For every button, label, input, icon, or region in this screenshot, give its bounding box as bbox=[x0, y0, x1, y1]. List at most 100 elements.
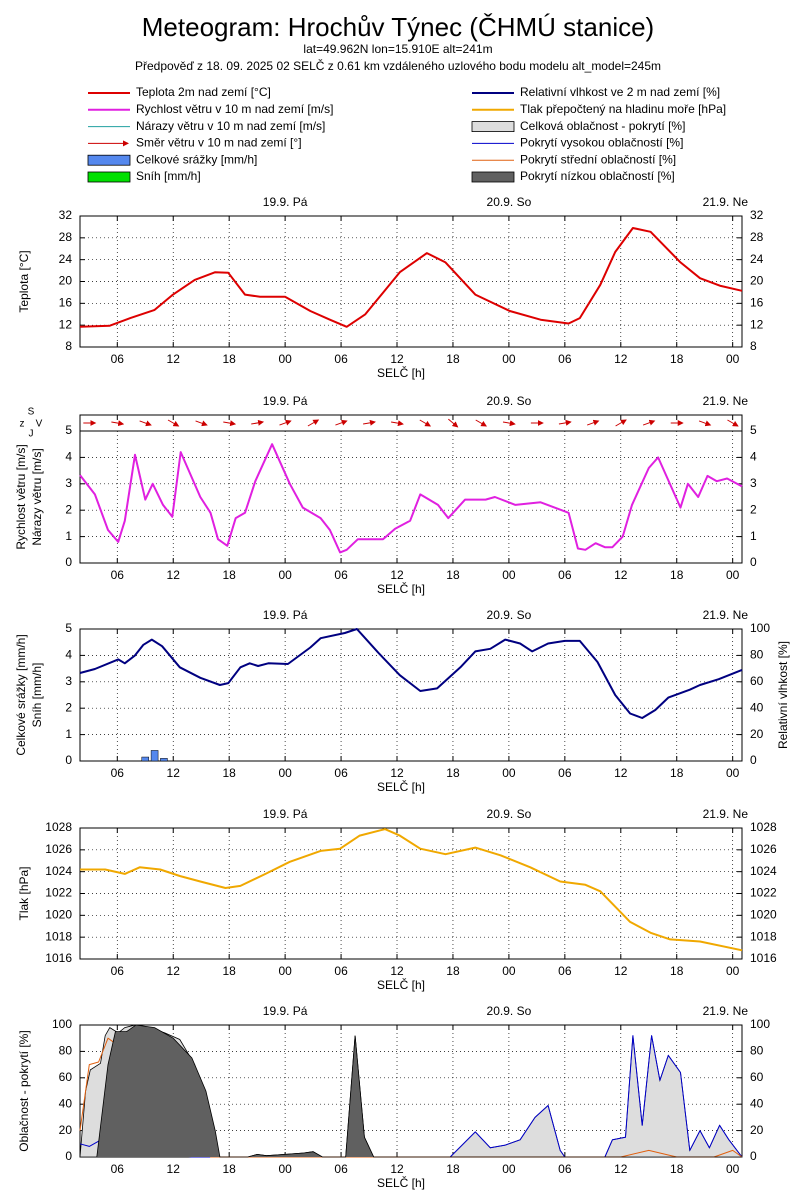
day-label: 20.9. So bbox=[487, 195, 532, 209]
y-tick-label: 3 bbox=[65, 476, 72, 490]
y2-tick-label: 60 bbox=[750, 674, 764, 688]
wind-arrow bbox=[223, 420, 237, 427]
wind-arrow bbox=[111, 420, 125, 427]
y-tick-label: 16 bbox=[59, 296, 73, 310]
y-tick-label: 1022 bbox=[45, 886, 72, 900]
legend-label: Nárazy větru v 10 m nad zemí [m/s] bbox=[136, 119, 325, 133]
x-tick-label: 12 bbox=[167, 766, 181, 780]
wind-arrow bbox=[448, 418, 459, 428]
x-tick-label: 18 bbox=[446, 352, 460, 366]
x-tick-label: 00 bbox=[502, 766, 516, 780]
y-tick-label: 100 bbox=[52, 1017, 72, 1031]
y-axis-label: Sníh [mm/h] bbox=[30, 663, 44, 728]
y-tick-label: 5 bbox=[65, 423, 72, 437]
y-axis-label: Nárazy větru [m/s] bbox=[30, 448, 44, 545]
wind-arrow bbox=[502, 420, 516, 427]
y-tick-label-right: 32 bbox=[750, 208, 764, 222]
x-tick-label: 00 bbox=[726, 568, 740, 582]
area-fill bbox=[80, 1025, 742, 1157]
x-tick-label: 12 bbox=[390, 352, 404, 366]
wind-arrow bbox=[558, 419, 572, 426]
x-tick-label: 18 bbox=[670, 1162, 684, 1176]
y-tick-label-right: 24 bbox=[750, 252, 764, 266]
y-axis-label: Celkové srážky [mm/h] bbox=[14, 634, 28, 755]
y-tick-label: 60 bbox=[59, 1070, 73, 1084]
x-tick-label: 00 bbox=[726, 352, 740, 366]
x-tick-label: 06 bbox=[111, 352, 125, 366]
wind-arrow bbox=[587, 419, 600, 426]
x-tick-label: 12 bbox=[167, 1162, 181, 1176]
x-tick-label: 00 bbox=[278, 352, 292, 366]
legend-label: Směr větru v 10 m nad zemí [°] bbox=[136, 136, 302, 150]
legend-label: Rychlost větru v 10 m nad zemí [m/s] bbox=[136, 102, 333, 116]
y-tick-label-right: 1022 bbox=[750, 886, 777, 900]
x-tick-label: 12 bbox=[167, 352, 181, 366]
y-tick-label-right: 16 bbox=[750, 296, 764, 310]
y-tick-label: 28 bbox=[59, 230, 73, 244]
y2-tick-label: 20 bbox=[750, 727, 764, 741]
wind-arrow bbox=[251, 419, 265, 426]
day-label: 21.9. Ne bbox=[703, 195, 749, 209]
y2-tick-label: 40 bbox=[750, 700, 764, 714]
wind-arrow bbox=[419, 419, 432, 427]
x-tick-label: 00 bbox=[726, 1162, 740, 1176]
wind-arrow bbox=[139, 420, 152, 427]
legend-label: Celková oblačnost - pokrytí [%] bbox=[520, 119, 685, 133]
y-tick-label-right: 1028 bbox=[750, 820, 777, 834]
legend-label: Relativní vlhkost ve 2 m nad zemí [%] bbox=[520, 85, 720, 99]
day-label: 20.9. So bbox=[487, 807, 532, 821]
y-tick-label-right: 40 bbox=[750, 1096, 764, 1110]
y-tick-label: 4 bbox=[65, 648, 72, 662]
x-axis-label: SELČ [h] bbox=[377, 977, 425, 992]
x-tick-label: 00 bbox=[502, 1162, 516, 1176]
legend-label: Celkové srážky [mm/h] bbox=[136, 152, 257, 166]
x-tick-label: 18 bbox=[223, 766, 237, 780]
wind-arrow bbox=[698, 420, 712, 427]
x-tick-label: 12 bbox=[390, 568, 404, 582]
x-tick-label: 12 bbox=[167, 964, 181, 978]
y-tick-label-right: 1024 bbox=[750, 864, 777, 878]
x-tick-label: 00 bbox=[278, 766, 292, 780]
day-label: 20.9. So bbox=[487, 1004, 532, 1018]
y-tick-label: 8 bbox=[65, 339, 72, 353]
legend-label: Teplota 2m nad zemí [°C] bbox=[136, 85, 271, 99]
y-tick-label: 2 bbox=[65, 700, 72, 714]
legend-label: Sníh [mm/h] bbox=[136, 169, 201, 183]
y-tick-label: 24 bbox=[59, 252, 73, 266]
y-tick-label: 1 bbox=[65, 727, 72, 741]
x-tick-label: 18 bbox=[446, 964, 460, 978]
x-tick-label: 18 bbox=[670, 352, 684, 366]
x-tick-label: 00 bbox=[278, 568, 292, 582]
y-tick-label-right: 8 bbox=[750, 339, 757, 353]
y-tick-label-right: 20 bbox=[750, 274, 764, 288]
x-tick-label: 12 bbox=[390, 1162, 404, 1176]
compass-label: S bbox=[28, 407, 35, 418]
y-tick-label: 32 bbox=[59, 208, 73, 222]
x-tick-label: 06 bbox=[334, 766, 348, 780]
precip-bar bbox=[160, 758, 168, 762]
wind-arrow bbox=[279, 419, 292, 426]
forecast-info: Předpověď z 18. 09. 2025 02 SELČ z 0.61 … bbox=[135, 58, 661, 73]
y-tick-label: 1018 bbox=[45, 929, 72, 943]
series-line bbox=[80, 828, 743, 952]
y-axis-label: Tlak [hPa] bbox=[17, 866, 31, 920]
day-label: 20.9. So bbox=[487, 608, 532, 622]
y-tick-label: 1020 bbox=[45, 908, 72, 922]
wind-arrow bbox=[363, 419, 376, 426]
y-tick-label-right: 12 bbox=[750, 317, 764, 331]
x-tick-label: 12 bbox=[614, 766, 628, 780]
y-tick-label-right: 1020 bbox=[750, 908, 777, 922]
legend-swatch bbox=[87, 154, 131, 166]
y-tick-label: 20 bbox=[59, 274, 73, 288]
x-axis-label: SELČ [h] bbox=[377, 1175, 425, 1190]
y-tick-label: 1016 bbox=[45, 951, 72, 965]
x-tick-label: 12 bbox=[390, 766, 404, 780]
y-tick-label: 3 bbox=[65, 674, 72, 688]
location: lat=49.962N lon=15.910E alt=241m bbox=[303, 42, 492, 56]
wind-arrow bbox=[642, 419, 656, 426]
compass-label: z bbox=[20, 419, 25, 430]
x-tick-label: 06 bbox=[558, 766, 572, 780]
y-tick-label: 4 bbox=[65, 450, 72, 464]
day-label: 21.9. Ne bbox=[703, 394, 749, 408]
legend-swatch bbox=[87, 171, 131, 183]
